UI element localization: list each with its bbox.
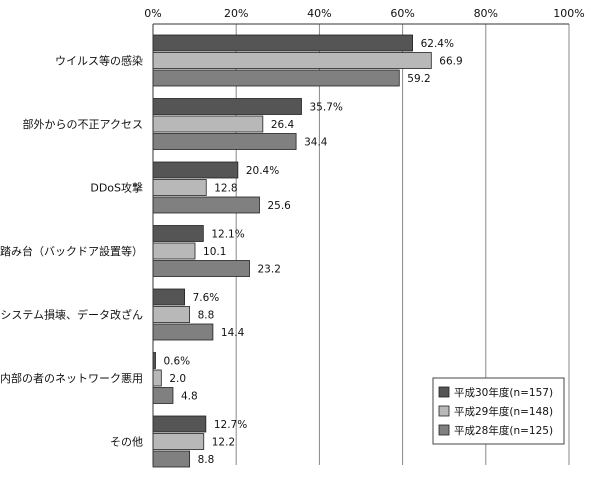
data-label: 12.7% xyxy=(214,419,247,431)
bar xyxy=(152,133,297,150)
bar xyxy=(152,225,204,242)
legend-label: 平成29年度(n=148) xyxy=(454,405,553,418)
data-labels: 62.4% 66.9 59.2 35.7% 26.4 34.4 20.4% 12.8 25.6 1… xyxy=(163,38,462,466)
bar xyxy=(152,450,191,468)
legend-swatch xyxy=(438,424,450,436)
legend-box xyxy=(432,377,565,445)
data-label: 66.9 xyxy=(439,56,462,68)
bar xyxy=(152,369,162,387)
bar xyxy=(152,306,191,323)
legend-swatch xyxy=(438,386,450,398)
x-tick-label: 60% xyxy=(390,7,414,20)
data-label: 0.6% xyxy=(163,356,190,368)
bar xyxy=(152,196,260,214)
bar xyxy=(152,161,239,179)
bar xyxy=(152,387,174,404)
x-tick-label: 100% xyxy=(553,7,584,20)
x-tick-label: 20% xyxy=(224,7,248,20)
data-label: 10.1 xyxy=(203,246,226,258)
bar xyxy=(152,179,207,196)
bar xyxy=(152,242,196,260)
bar xyxy=(152,433,205,450)
x-tick-label: 0% xyxy=(144,7,161,20)
data-label: 14.4 xyxy=(221,327,245,339)
data-label: 12.1% xyxy=(211,229,244,241)
category-label: その他 xyxy=(110,436,143,449)
x-tick-label: 80% xyxy=(474,7,498,20)
data-label: 8.8 xyxy=(198,310,215,322)
data-label: 25.6 xyxy=(267,200,291,212)
category-label: システム損壊、データ改ざん xyxy=(0,308,143,322)
data-label: 12.2 xyxy=(212,437,235,449)
category-label: 内部の者のネットワーク悪用 xyxy=(0,371,143,385)
category-label: DDoS攻撃 xyxy=(90,181,143,195)
data-label: 62.4% xyxy=(421,38,454,50)
bar xyxy=(152,34,413,52)
bar xyxy=(152,288,186,306)
category-label: 踏み台（バックドア設置等） xyxy=(0,244,143,258)
category-label: 部外からの不正アクセス xyxy=(23,117,143,131)
data-label: 20.4% xyxy=(246,165,279,177)
bar xyxy=(152,415,207,433)
bar xyxy=(152,52,432,69)
category-label: ウイルス等の感染 xyxy=(55,54,143,68)
data-label: 8.8 xyxy=(198,454,215,466)
legend-label: 平成28年度(n=125) xyxy=(454,424,553,437)
data-label: 26.4 xyxy=(271,119,295,131)
data-label: 35.7% xyxy=(310,102,343,114)
legend-swatch xyxy=(438,405,450,417)
data-label: 2.0 xyxy=(169,373,186,385)
data-label: 4.8 xyxy=(181,391,198,403)
bars xyxy=(152,34,432,468)
bar xyxy=(152,323,214,341)
legend-label: 平成30年度(n=157) xyxy=(454,386,553,399)
data-label: 12.8 xyxy=(214,183,237,195)
bar xyxy=(152,115,264,133)
data-label: 7.6% xyxy=(193,292,220,304)
legend: 平成30年度(n=157) 平成29年度(n=148) 平成28年度(n=125) xyxy=(432,377,565,445)
bar xyxy=(152,69,400,87)
data-label: 34.4 xyxy=(304,137,328,149)
bar xyxy=(152,260,250,277)
data-label: 23.2 xyxy=(258,264,281,276)
data-label: 59.2 xyxy=(407,73,430,85)
x-tick-label: 40% xyxy=(307,7,331,20)
bar xyxy=(152,98,302,115)
